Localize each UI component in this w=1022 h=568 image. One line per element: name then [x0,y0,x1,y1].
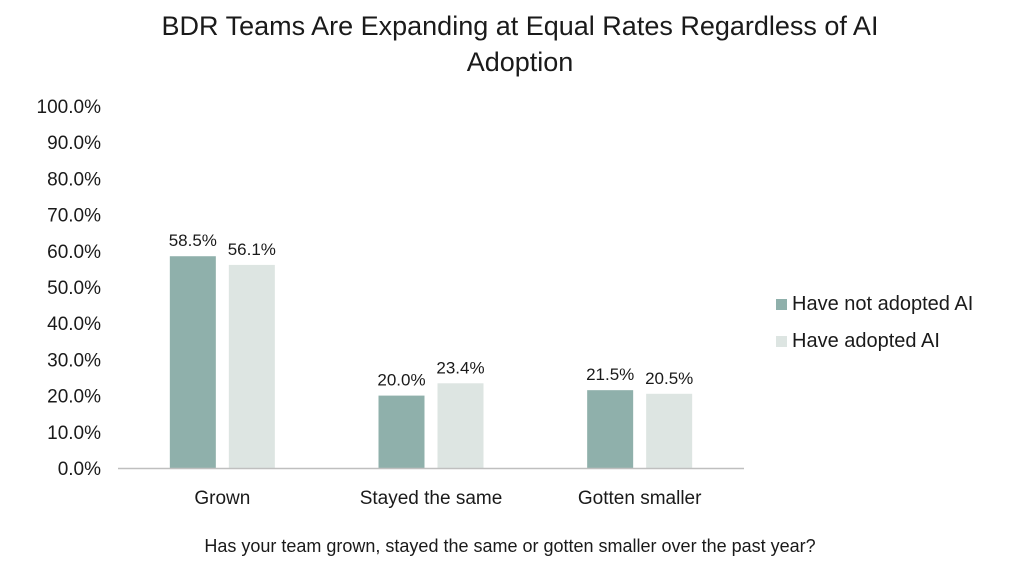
x-category-label: Gotten smaller [578,488,702,509]
data-label: 20.0% [377,371,425,390]
y-tick-label: 40.0% [47,314,101,335]
legend-swatch [776,299,787,310]
data-labels-group: 58.5% 56.1% 20.0% 23.4% 21.5% 20.5% [169,231,694,389]
data-label: 23.4% [436,358,484,377]
y-tick-label: 60.0% [47,242,101,263]
bars-group [169,256,693,468]
y-tick-label: 70.0% [47,206,101,227]
x-category-label: Stayed the same [360,488,503,509]
bar [378,395,425,468]
y-tick-label: 80.0% [47,169,101,190]
chart-title-line-1: BDR Teams Are Expanding at Equal Rates R… [162,11,879,41]
data-label: 58.5% [169,231,217,250]
bar [587,390,634,468]
data-label: 56.1% [228,240,276,259]
legend-label: Have not adopted AI [792,293,973,315]
y-tick-label: 30.0% [47,350,101,371]
chart-title-line-2: Adoption [467,47,574,77]
y-tick-label: 100.0% [37,97,102,118]
data-label: 21.5% [586,365,634,384]
y-tick-label: 20.0% [47,387,101,408]
y-tick-label: 0.0% [58,459,101,480]
x-axis-categories: Grown Stayed the same Gotten smaller [194,488,702,509]
data-label: 20.5% [645,369,693,388]
y-tick-label: 90.0% [47,133,101,154]
y-tick-label: 50.0% [47,278,101,299]
legend-label: Have adopted AI [792,330,940,352]
y-tick-label: 10.0% [47,423,101,444]
bar [228,264,275,468]
y-axis-ticks: 0.0% 10.0% 20.0% 30.0% 40.0% 50.0% 60.0% 70.0% 8… [37,97,102,480]
legend: Have not adopted AI Have adopted AI [776,293,973,352]
bar [169,256,216,468]
x-category-label: Grown [194,488,250,509]
bar [437,383,484,468]
x-axis-title: Has your team grown, stayed the same or … [204,536,815,556]
bar [646,393,693,468]
legend-swatch [776,336,787,347]
